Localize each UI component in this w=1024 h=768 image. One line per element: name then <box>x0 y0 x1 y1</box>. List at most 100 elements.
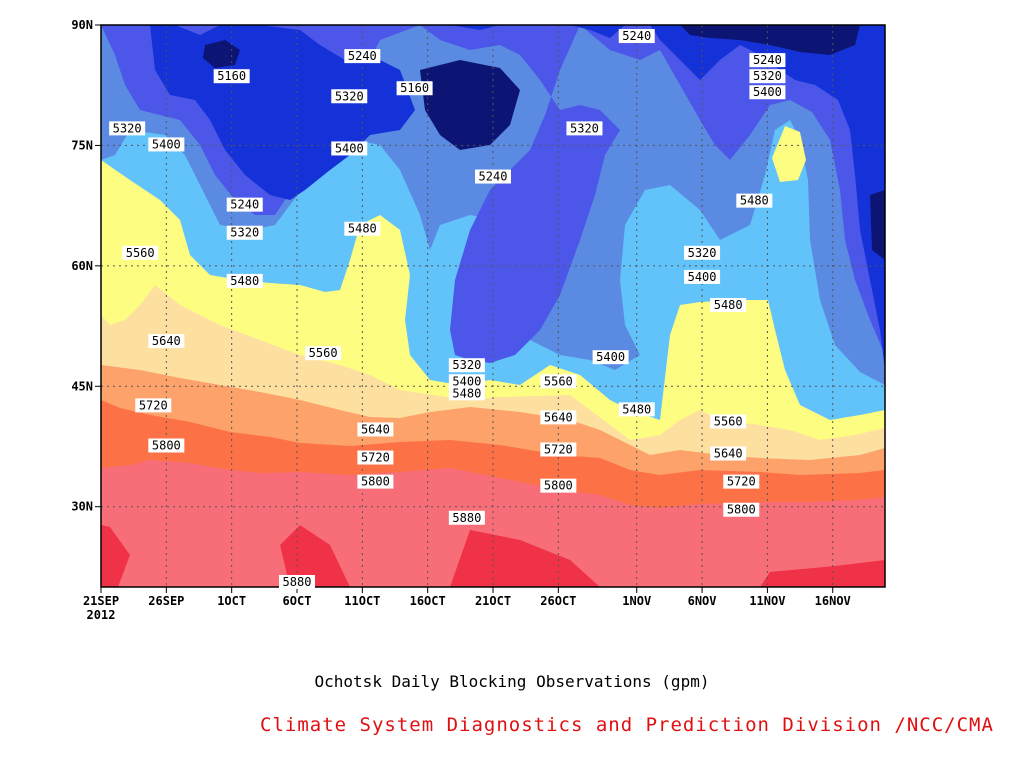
contour-label-text: 5560 <box>309 346 338 360</box>
contour-label-bg <box>279 574 315 589</box>
contour-label-text: 5240 <box>622 29 651 43</box>
contour-label-text: 5720 <box>139 398 168 412</box>
source-credit: Climate System Diagnostics and Predictio… <box>260 714 994 736</box>
band-below-5160-b <box>680 25 860 55</box>
contour-label: 5400 <box>749 85 786 100</box>
band-below-5160-a <box>420 60 520 150</box>
x-tick-label: 21OCT <box>475 594 511 608</box>
contour-label-text: 5240 <box>753 53 782 67</box>
contour-label: 5800 <box>723 502 760 517</box>
contour-label-bg <box>749 69 786 84</box>
band-below-5160-c <box>870 190 885 260</box>
contour-label: 5240 <box>475 169 511 184</box>
contour-label-text: 5800 <box>544 479 573 493</box>
contour-label-bg <box>226 197 263 212</box>
contour-label: 5160 <box>213 69 250 84</box>
contour-label-bg <box>710 446 747 461</box>
contour-label: 5800 <box>357 474 394 489</box>
contour-label: 5640 <box>148 334 185 349</box>
contour-label-bg <box>109 121 146 136</box>
contour-chart: 21SEP 26SEP 1OCT 6OCT 11OCT 16OCT 21OCT 26OCT 1N… <box>71 18 886 622</box>
contour-label-text: 5320 <box>335 89 364 103</box>
contour-label-text: 5800 <box>361 475 390 489</box>
contour-label-text: 5320 <box>688 246 717 260</box>
y-tick-label: 75N <box>71 138 93 152</box>
contour-label-bg <box>226 225 263 240</box>
contour-label-bg <box>148 137 185 152</box>
contour-label: 5400 <box>448 374 485 389</box>
contour-label: 5320 <box>109 121 146 136</box>
contour-label-text: 5640 <box>152 334 181 348</box>
contour-label: 5400 <box>331 141 368 156</box>
contour-label: 5320 <box>749 69 786 84</box>
contour-label-text: 5800 <box>152 439 181 453</box>
chart-title: Ochotsk Daily Blocking Observations (gpm… <box>314 672 710 691</box>
x-axis: 21SEP 26SEP 1OCT 6OCT 11OCT 16OCT 21OCT 26OCT 1N… <box>83 587 851 622</box>
contour-label: 5720 <box>540 442 577 457</box>
contour-label-bg <box>448 374 485 389</box>
contour-label: 5240 <box>749 53 786 68</box>
contour-label-text: 5880 <box>283 575 312 589</box>
y-axis: 30N 45N 60N 75N 90N <box>71 18 101 514</box>
contour-label-text: 5160 <box>217 69 246 83</box>
x-tick-label: 21SEP <box>83 594 119 608</box>
contour-label: 5800 <box>148 438 185 453</box>
contour-label-bg <box>122 245 159 260</box>
contour-label-bg <box>710 414 747 429</box>
contour-label-text: 5400 <box>596 350 625 364</box>
contour-label-bg <box>736 193 773 208</box>
contour-label: 5560 <box>305 346 342 361</box>
contour-label: 5560 <box>710 414 747 429</box>
contour-label-bg <box>723 474 760 489</box>
contour-label: 5560 <box>540 374 577 389</box>
contour-label: 5320 <box>226 225 263 240</box>
contour-label: 5480 <box>448 386 485 401</box>
contour-label-text: 5400 <box>753 85 782 99</box>
contour-label-text: 5400 <box>452 374 481 388</box>
contour-label-text: 5240 <box>230 198 259 212</box>
contour-label-bg <box>749 85 786 100</box>
band-5160-5240 <box>101 25 885 370</box>
contour-label: 5480 <box>710 298 747 312</box>
contour-labels: 5160 5240 5160 5320 5240 5240 5320 5400 5320 5400… <box>109 29 786 589</box>
x-tick-label: 26OCT <box>540 594 576 608</box>
contour-label: 5560 <box>122 245 159 260</box>
contour-label: 5880 <box>448 510 485 525</box>
contour-label-bg <box>331 141 368 156</box>
contour-label: 5400 <box>148 137 185 152</box>
contour-label: 5720 <box>357 450 394 465</box>
contour-label: 5800 <box>540 478 577 493</box>
contour-label: 5480 <box>344 221 381 236</box>
contour-label-text: 5320 <box>230 226 259 240</box>
x-year-label: 2012 <box>87 608 116 622</box>
contour-label-text: 5480 <box>714 298 743 312</box>
contour-label-bg <box>448 510 485 525</box>
contour-label: 5640 <box>540 410 577 425</box>
contour-label-text: 5640 <box>361 422 390 436</box>
contour-label-bg <box>540 374 577 389</box>
contour-label-bg <box>749 53 786 68</box>
contour-label-bg <box>357 422 394 437</box>
contour-label-text: 5320 <box>570 121 599 135</box>
contour-label: 5400 <box>592 350 629 365</box>
contour-label: 5720 <box>135 398 172 413</box>
contour-label: 5160 <box>396 81 433 96</box>
contour-label-bg <box>618 29 655 44</box>
y-tick-label: 60N <box>71 259 93 273</box>
contour-label-bg <box>213 69 250 84</box>
contour-label-text: 5480 <box>740 194 769 208</box>
contour-label-text: 5720 <box>361 451 390 465</box>
contour-label: 5480 <box>736 193 773 208</box>
contour-label-text: 5880 <box>452 511 481 525</box>
contour-label-text: 5800 <box>727 503 756 517</box>
contour-label: 5640 <box>710 446 747 461</box>
contour-label-bg <box>344 221 381 236</box>
contour-label: 5480 <box>618 402 655 417</box>
x-tick-label: 1OCT <box>217 594 246 608</box>
x-tick-label: 11OCT <box>344 594 380 608</box>
contour-label-text: 5640 <box>714 447 743 461</box>
contour-label: 5400 <box>684 269 721 284</box>
y-tick-label: 90N <box>71 18 93 32</box>
contour-label-text: 5640 <box>544 410 573 424</box>
contour-label-bg <box>540 442 577 457</box>
